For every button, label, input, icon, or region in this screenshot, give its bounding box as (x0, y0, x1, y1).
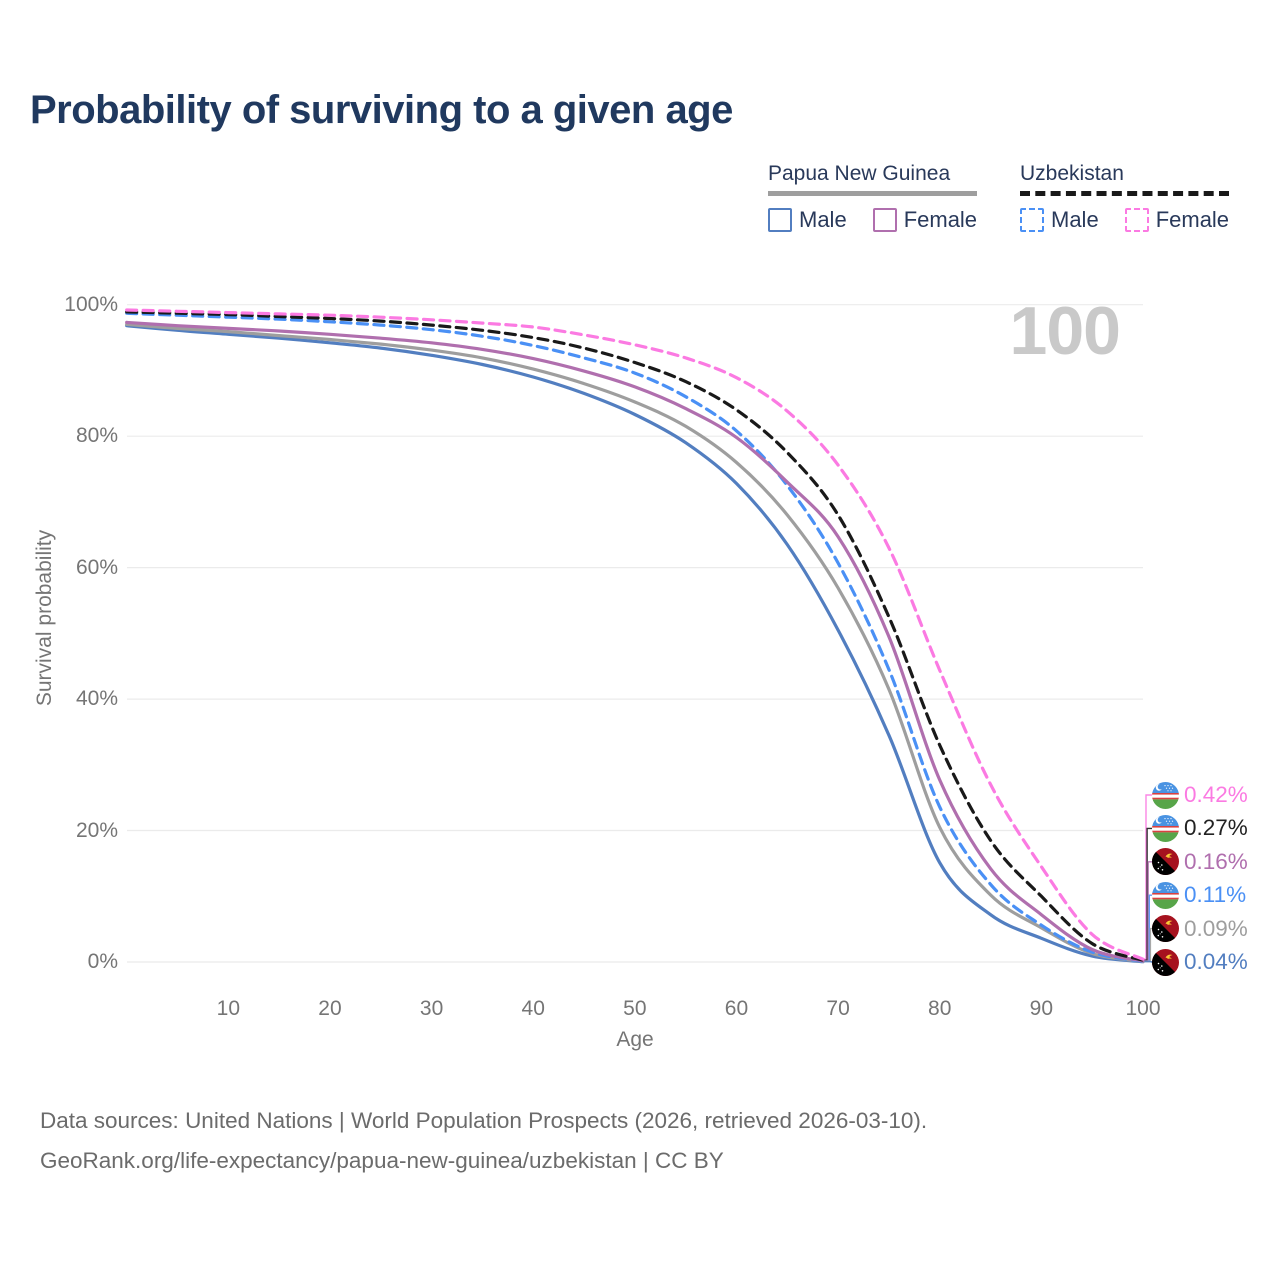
legend-item-label: Female (903, 207, 978, 232)
page-title: Probability of surviving to a given age (30, 88, 733, 132)
uzbekistan-flag-icon (1152, 814, 1179, 842)
end-label-row: 0.16% (1152, 848, 1248, 876)
uzbekistan-flag-icon (1152, 881, 1179, 909)
legend-underline-dashed (1020, 191, 1230, 196)
watermark-age-100: 100 (1009, 293, 1121, 369)
end-value: 0.16% (1184, 848, 1248, 874)
end-value: 0.27% (1184, 815, 1248, 841)
end-label-row: 0.42% (1152, 781, 1248, 809)
x-tick-label: 80 (928, 997, 952, 1020)
x-axis-title: Age (616, 1028, 654, 1051)
legend-group-uzbekistan: Uzbekistan Male Female (1020, 162, 1230, 233)
legend-checkbox-png-female[interactable] (872, 208, 897, 232)
legend-item-label: Male (799, 207, 847, 232)
end-value: 0.42% (1184, 782, 1248, 807)
legend-country-name: Uzbekistan (1020, 162, 1124, 185)
end-label-row: 0.27% (1152, 814, 1248, 842)
y-tick-label: 0% (87, 950, 118, 973)
x-tick-label: 60 (724, 997, 749, 1020)
x-tick-label: 10 (216, 997, 240, 1020)
attribution-link[interactable]: GeoRank.org/life-expectancy/papua-new-gu… (40, 1148, 724, 1173)
legend-checkbox-png-male[interactable] (768, 208, 792, 232)
y-tick-label: 60% (75, 555, 118, 579)
legend-item-png-female[interactable]: Female (872, 207, 978, 233)
x-tick-label: 40 (521, 997, 545, 1020)
x-tick-label: 50 (623, 997, 647, 1020)
end-value: 0.11% (1184, 882, 1247, 908)
y-tick-label: 80% (75, 424, 118, 448)
legend-item-uzb-male[interactable]: Male (1020, 207, 1099, 233)
legend-item-png-male[interactable]: Male (768, 207, 847, 233)
papua-new-guinea-flag-icon (1152, 948, 1179, 976)
legend-checkbox-uzb-male[interactable] (1020, 208, 1044, 232)
x-tick-label: 70 (826, 997, 850, 1020)
data-source-note: Data sources: United Nations | World Pop… (40, 1108, 928, 1133)
y-tick-label: 40% (75, 687, 118, 711)
papua-new-guinea-flag-icon (1152, 848, 1179, 876)
legend-checkbox-uzb-female[interactable] (1124, 208, 1149, 232)
legend-item-uzb-female[interactable]: Female (1124, 207, 1230, 233)
end-label-row: 0.04% (1152, 948, 1248, 976)
end-value: 0.04% (1184, 949, 1248, 974)
end-value: 0.09% (1184, 915, 1248, 941)
end-label-row: 0.11% (1152, 881, 1246, 909)
legend-item-label: Male (1051, 207, 1099, 232)
legend-underline-solid (768, 191, 978, 196)
x-tick-label: 100 (1125, 997, 1161, 1020)
legend-item-label: Female (1155, 207, 1230, 232)
y-tick-label: 20% (75, 818, 118, 842)
x-tick-label: 90 (1029, 997, 1054, 1020)
papua-new-guinea-flag-icon (1152, 915, 1179, 943)
end-label-row: 0.09% (1152, 915, 1248, 943)
legend-group-papua-new-guinea: Papua New Guinea Male Female (768, 162, 978, 233)
x-tick-label: 30 (419, 997, 444, 1020)
legend-country-name: Papua New Guinea (768, 162, 951, 185)
x-tick-label: 20 (318, 997, 342, 1020)
y-tick-label: 100% (64, 292, 118, 316)
uzbekistan-flag-icon (1152, 781, 1179, 809)
